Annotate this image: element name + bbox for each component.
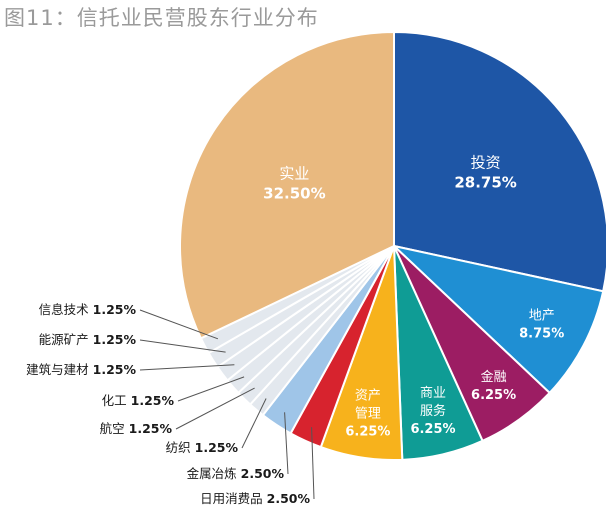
slice-label-0: 投资 28.75% [454,153,516,191]
slice-label-13: 实业 32.50% [263,164,325,202]
leader-line-10 [139,364,235,371]
slice-label-11: 能源矿产 1.25% [39,332,137,347]
slice-13 [179,30,395,340]
pie-slices [179,30,606,461]
leader-line-5 [311,427,315,500]
chart-title: 图11：信托业民营股东行业分布 [4,6,319,30]
slice-label-8: 航空 1.25% [100,421,173,436]
leader-line-11 [139,339,226,353]
slice-label-7: 纺织 1.25% [166,440,239,455]
leader-lines [139,309,315,500]
leader-line-7 [241,398,267,449]
slice-label-6: 金属冶炼 2.50% [187,466,285,481]
leader-line-12 [139,309,219,340]
slice-label-4: 资产管理 6.25% [345,389,390,440]
slice-label-5: 日用消费品 2.50% [200,491,310,506]
slice-0 [393,30,606,293]
slice-label-9: 化工 1.25% [102,393,175,408]
slice-labels: 投资 28.75% 地产 8.75%金融 6.25% 商业服务 6.25% 资产管理 6.25%… [26,153,564,506]
leader-line-6 [284,412,289,475]
slice-label-12: 信息技术 1.25% [39,302,137,317]
slice-label-10: 建筑与建材 1.25% [26,362,136,377]
slice-label-2: 金融 6.25% [471,369,516,403]
slice-label-1: 地产 8.75% [519,308,564,341]
leader-line-8 [175,387,255,430]
slice-1 [390,244,605,395]
slice-label-3: 商业服务 6.25% [410,386,455,437]
leader-line-9 [177,376,245,402]
